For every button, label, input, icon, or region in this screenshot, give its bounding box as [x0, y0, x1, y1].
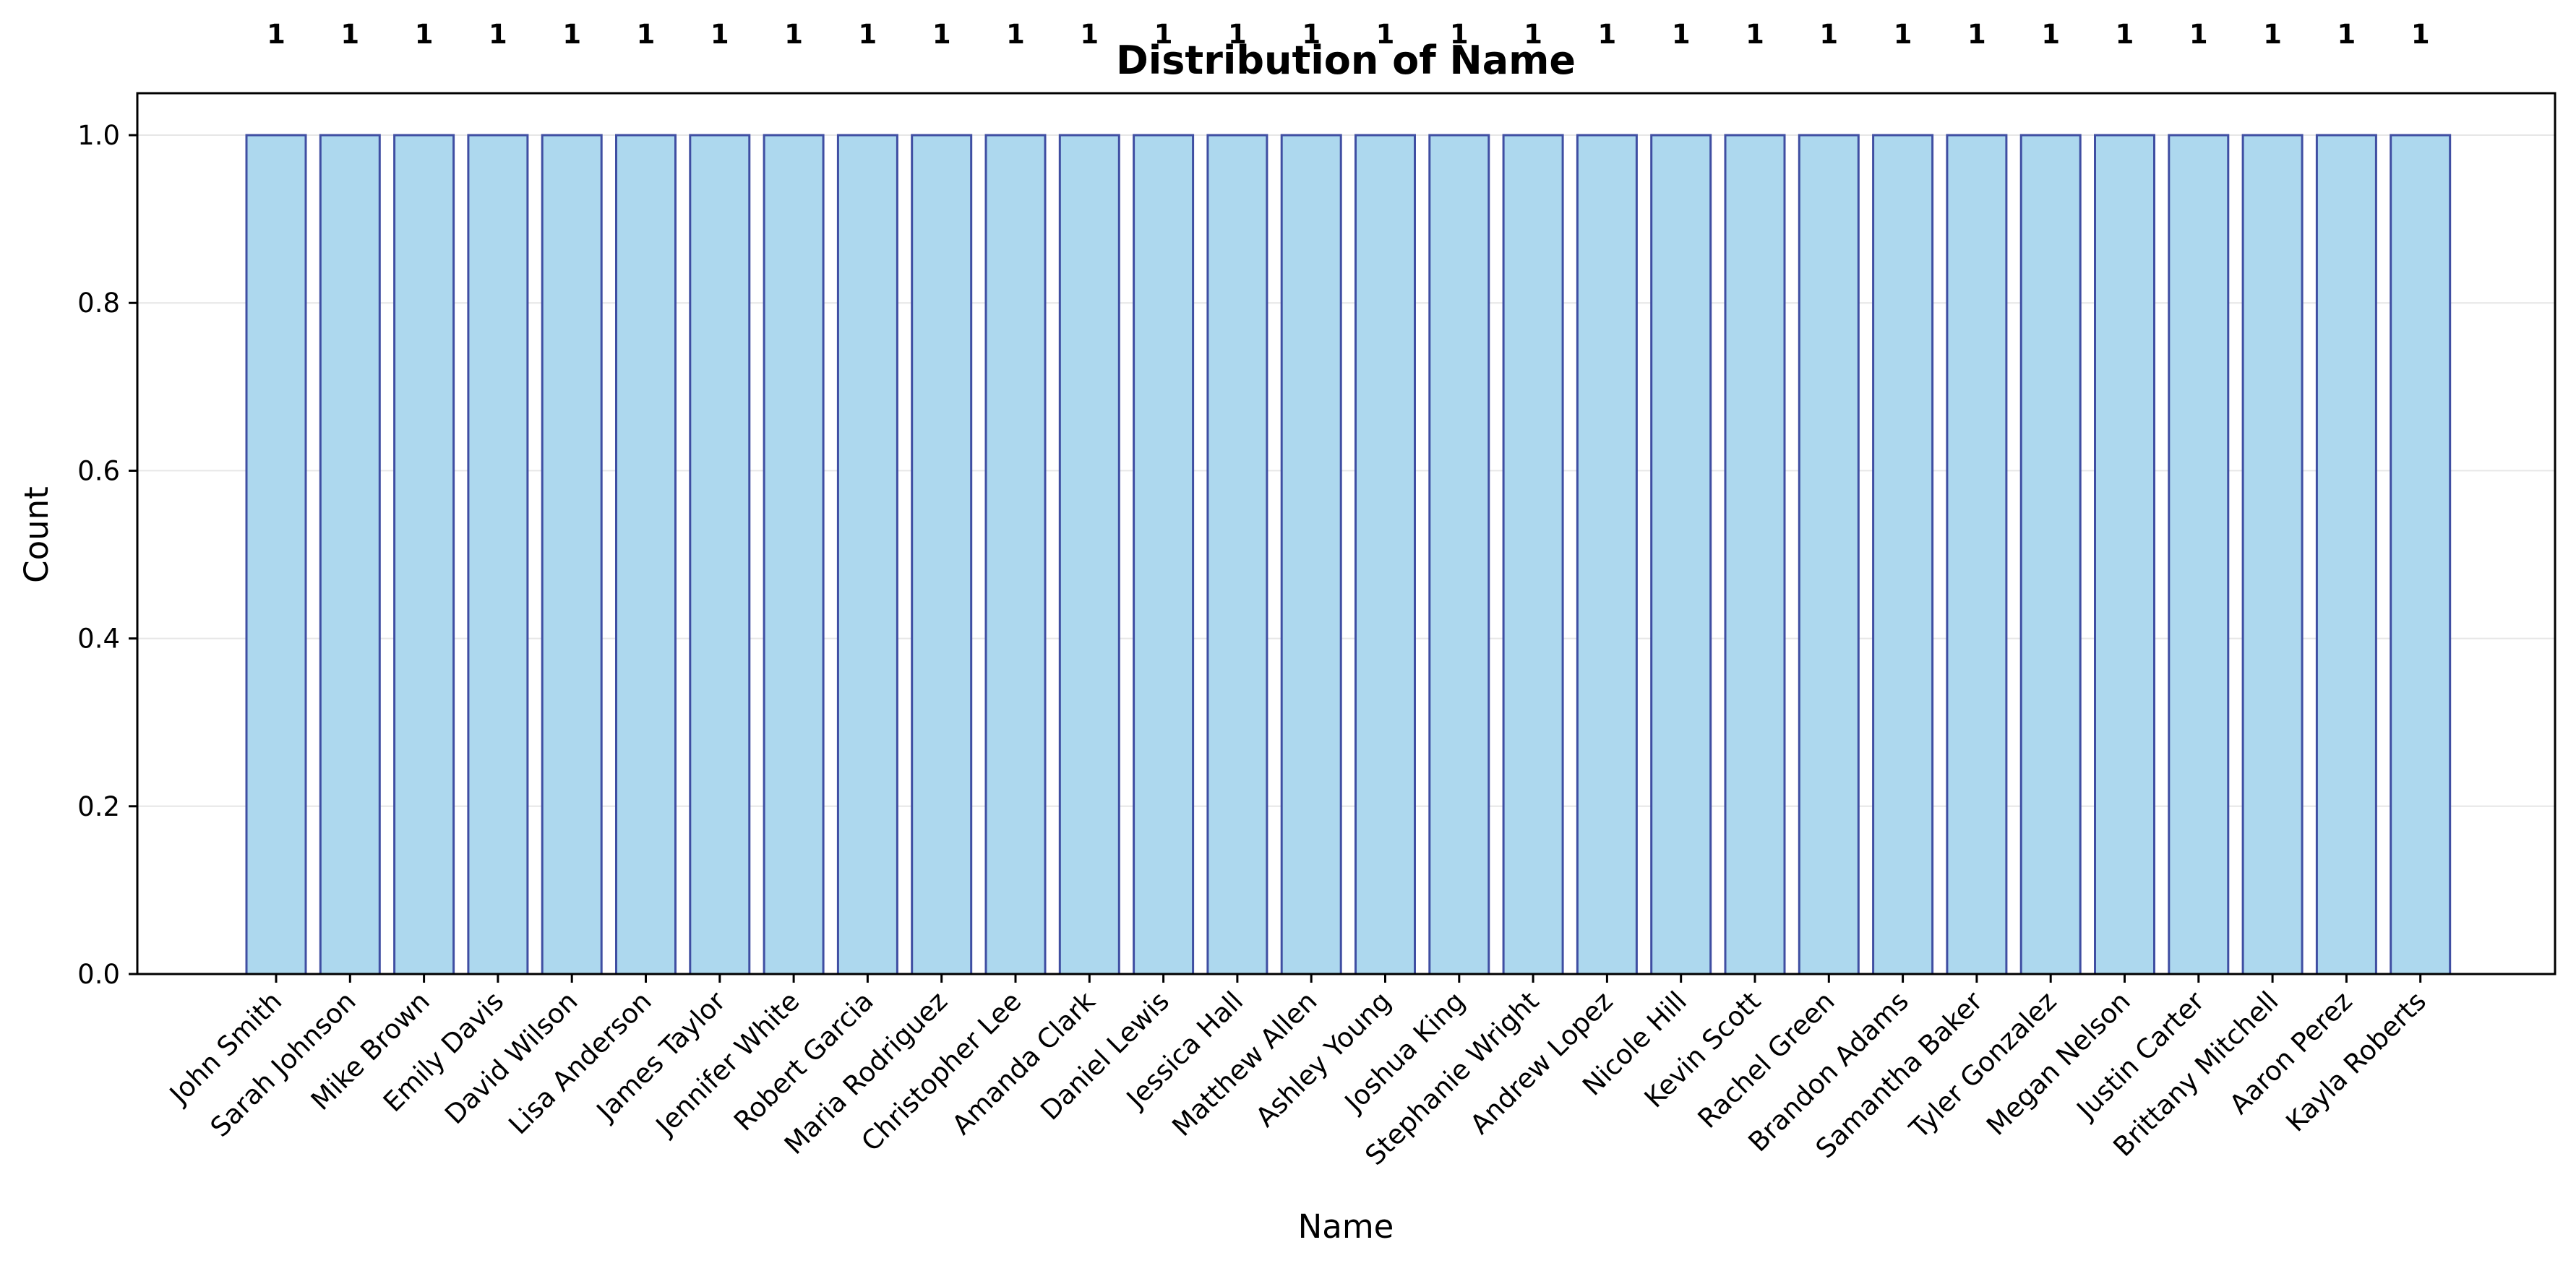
x-tick-label: Justin Carter [2070, 985, 2211, 1126]
plot-frame [136, 92, 2556, 975]
y-tick-label: 0.8 [77, 288, 120, 319]
data-label: 1 [1302, 19, 1321, 50]
data-label: 1 [710, 19, 729, 50]
data-label: 1 [489, 19, 507, 50]
data-label: 1 [2263, 19, 2282, 50]
bar [1798, 134, 1860, 975]
data-label: 1 [562, 19, 581, 50]
data-labels: 1 1 1 1 1 1 1 1 1 1 1 1 1 1 1 1 1 1 1 1 1 1 1 1 1 1 1 1 1 1 [267, 19, 2429, 50]
x-tick-label: James Taylor [590, 985, 732, 1127]
bar [245, 134, 307, 975]
data-label: 1 [932, 19, 951, 50]
x-tick-label: Daniel Lewis [1034, 986, 1175, 1126]
bar [1872, 134, 1934, 975]
y-axis-label: Count [17, 486, 56, 583]
bar [911, 134, 973, 975]
bars [245, 134, 2452, 975]
bar [1133, 134, 1195, 975]
bar [1354, 134, 1416, 975]
bar [319, 134, 381, 975]
bar [2315, 134, 2377, 975]
data-label: 1 [1376, 19, 1395, 50]
bar [689, 134, 751, 975]
data-label: 1 [1154, 19, 1173, 50]
bar [1946, 134, 2008, 975]
data-label: 1 [1746, 19, 1764, 50]
chart-title: Distribution of Name [1116, 38, 1576, 83]
data-label: 1 [340, 19, 359, 50]
y-tick-label: 0.6 [77, 455, 120, 486]
bar [984, 134, 1047, 975]
x-axis-label: Name [1298, 1207, 1394, 1246]
data-label: 1 [1598, 19, 1617, 50]
data-label: 1 [784, 19, 803, 50]
y-tick-label: 0.0 [77, 959, 120, 990]
data-label: 1 [1672, 19, 1691, 50]
data-label: 1 [415, 19, 434, 50]
data-label: 1 [267, 19, 285, 50]
bar [1280, 134, 1342, 975]
data-label: 1 [1524, 19, 1542, 50]
y-tick-label: 0.2 [77, 791, 120, 822]
data-label: 1 [1450, 19, 1469, 50]
y-tick-label: 0.4 [77, 624, 120, 655]
bar [467, 134, 529, 975]
data-label: 1 [637, 19, 656, 50]
data-label: 1 [1006, 19, 1025, 50]
data-label: 1 [2116, 19, 2134, 50]
data-label: 1 [2041, 19, 2060, 50]
bar [1058, 134, 1120, 975]
bar [1206, 134, 1268, 975]
bar [1502, 134, 1564, 975]
data-label: 1 [1080, 19, 1099, 50]
bar [541, 134, 603, 975]
data-label: 1 [1894, 19, 1912, 50]
y-axis-ticks: 0.0 0.2 0.4 0.6 0.8 1.0 [77, 120, 137, 990]
bar [2390, 134, 2452, 975]
data-label: 1 [2337, 19, 2356, 50]
bar [615, 134, 677, 975]
data-label: 1 [859, 19, 877, 50]
bar [1428, 134, 1490, 975]
data-label: 1 [2189, 19, 2208, 50]
bar [2019, 134, 2082, 975]
y-tick-label: 1.0 [77, 120, 120, 151]
bar [1576, 134, 1638, 975]
data-label: 1 [1819, 19, 1838, 50]
bar [1724, 134, 1786, 975]
bar [2094, 134, 2155, 975]
bar [836, 134, 898, 975]
bar [393, 134, 455, 975]
bar [2241, 134, 2304, 975]
bar [763, 134, 825, 975]
bar [2168, 134, 2230, 975]
data-label: 1 [1228, 19, 1247, 50]
x-tick-label: David Wilson [439, 986, 583, 1130]
data-label: 1 [1967, 19, 1986, 50]
data-label: 1 [2411, 19, 2430, 50]
bar [1650, 134, 1712, 975]
